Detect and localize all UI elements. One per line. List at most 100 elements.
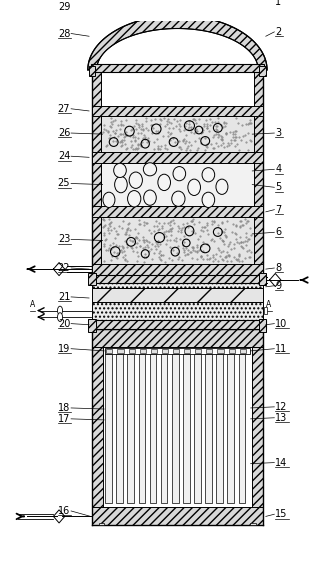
Bar [194,354,201,503]
Text: 16: 16 [58,506,70,516]
Bar [88,273,96,285]
Bar [92,302,263,320]
Bar [92,329,103,526]
Bar [259,319,267,332]
Bar [162,349,168,353]
Bar [92,329,263,347]
Bar [173,349,179,353]
Text: 23: 23 [58,234,70,244]
Bar [229,349,235,353]
Text: 6: 6 [275,227,281,238]
Text: 2: 2 [275,27,281,37]
Circle shape [57,306,62,315]
Ellipse shape [202,168,215,182]
Text: 11: 11 [275,344,288,354]
Bar [150,354,156,503]
Bar [89,320,266,329]
Bar [127,354,134,503]
Bar [240,349,246,353]
Text: A: A [29,300,35,308]
Text: 15: 15 [275,509,288,519]
Ellipse shape [114,163,126,177]
Bar [117,349,124,353]
Bar [252,329,263,526]
Bar [260,66,266,75]
Text: 14: 14 [275,458,288,468]
Bar [92,206,263,217]
Ellipse shape [158,174,171,191]
Bar [101,116,254,152]
Text: 1: 1 [275,0,281,7]
Bar [217,349,223,353]
Bar [168,0,187,15]
Circle shape [57,313,62,321]
Text: 18: 18 [58,403,70,413]
Text: 19: 19 [58,344,70,354]
Text: 24: 24 [58,151,70,161]
Text: 9: 9 [275,281,281,291]
Ellipse shape [115,176,127,193]
Ellipse shape [144,190,156,205]
Ellipse shape [216,179,228,194]
Bar [195,349,201,353]
Bar [172,354,178,503]
Ellipse shape [202,192,215,208]
Bar [116,354,123,503]
Bar [99,523,104,526]
Bar [101,217,254,264]
Bar [259,273,267,285]
Ellipse shape [188,179,200,196]
Text: 3: 3 [275,128,281,138]
Bar [92,70,101,274]
Ellipse shape [127,191,141,207]
Bar [184,349,190,353]
Bar [105,348,250,354]
Bar [92,288,263,302]
Bar [139,349,146,353]
Ellipse shape [103,192,115,208]
Text: 20: 20 [58,319,70,329]
Polygon shape [88,15,267,70]
Bar [151,349,157,353]
Text: 13: 13 [275,413,288,423]
Text: 26: 26 [58,128,70,138]
Text: 22: 22 [58,263,70,273]
Bar [106,349,113,353]
Bar [105,354,112,503]
Bar [89,66,95,75]
Text: 7: 7 [275,205,281,215]
Bar [161,354,167,503]
Bar [92,264,263,274]
Text: 17: 17 [58,414,70,424]
Bar [139,354,145,503]
Text: 25: 25 [58,179,70,188]
Bar [128,349,135,353]
Text: 5: 5 [275,183,281,192]
Bar [88,319,96,332]
Text: 12: 12 [275,402,288,412]
Bar [250,523,256,526]
Bar [92,152,263,163]
Bar [217,354,223,503]
Bar [91,64,264,72]
Bar [92,276,263,288]
Bar [264,307,267,314]
Ellipse shape [129,172,142,188]
Bar [92,105,263,116]
Bar [254,70,263,274]
Ellipse shape [172,191,185,206]
Bar [89,274,266,284]
Bar [206,349,212,353]
Text: 21: 21 [58,292,70,302]
Text: 4: 4 [275,164,281,174]
Text: 8: 8 [275,263,281,273]
Bar [101,163,254,206]
Bar [92,507,263,526]
Bar [228,354,234,503]
Ellipse shape [173,167,186,181]
Text: 28: 28 [58,28,70,39]
Bar [205,354,212,503]
Text: A: A [266,300,271,308]
Text: 27: 27 [58,104,70,114]
Text: 29: 29 [58,2,70,12]
